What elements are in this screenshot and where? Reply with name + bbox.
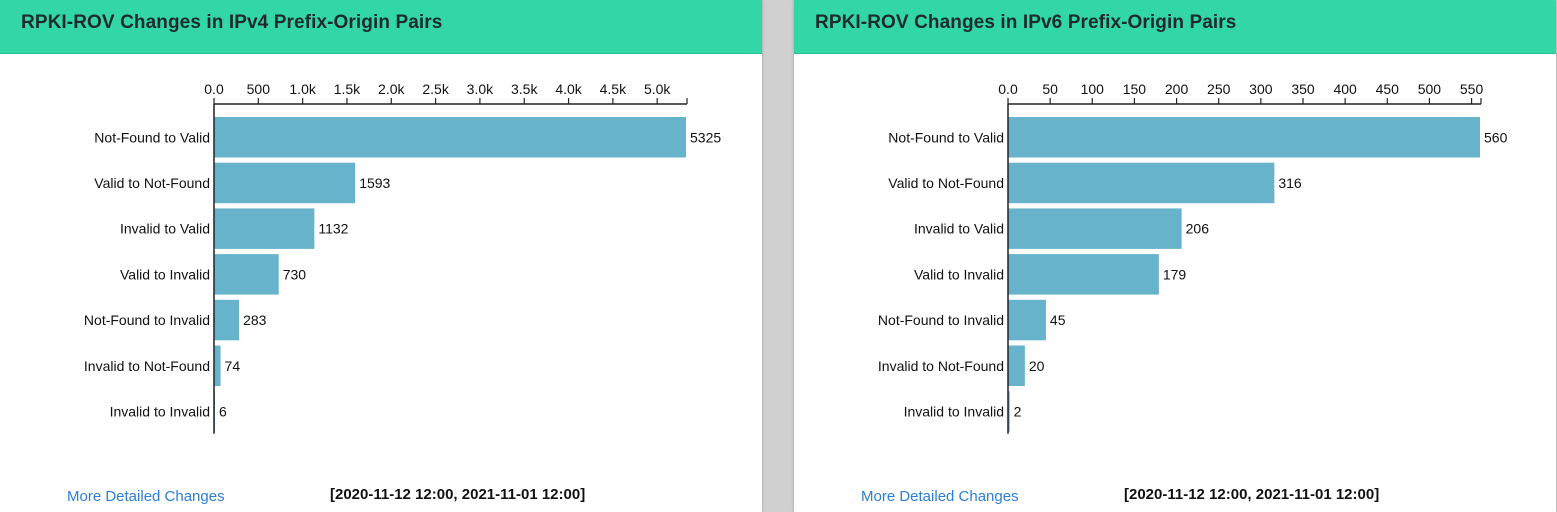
ipv6-x-tick-label: 200 [1165,81,1189,97]
ipv6-data-label: 179 [1163,266,1187,282]
ipv4-category-label: Invalid to Not-Found [84,358,210,374]
ipv4-x-tick-label: 5.0k [644,81,671,97]
ipv6-bar[interactable] [1008,117,1480,158]
ipv4-x-tick-label: 2.0k [378,81,405,97]
ipv6-category-label: Valid to Invalid [914,266,1004,282]
ipv4-time-range: [2020-11-12 12:00, 2021-11-01 12:00] [330,486,586,503]
ipv6-x-tick-label: 500 [1418,81,1442,97]
ipv6-chart-panel: RPKI-ROV Changes in IPv6 Prefix-Origin P… [794,0,1556,512]
ipv6-category-label: Not-Found to Valid [888,129,1004,145]
ipv4-data-label: 74 [225,358,241,374]
ipv4-x-tick-label: 500 [247,81,271,97]
ipv6-data-label: 45 [1050,312,1066,328]
ipv4-data-label: 6 [219,403,227,419]
ipv6-x-tick-label: 50 [1042,81,1058,97]
ipv4-x-tick-label: 4.0k [555,81,582,97]
ipv6-category-label: Not-Found to Invalid [878,312,1004,328]
ipv4-data-label: 283 [243,312,267,328]
ipv4-x-tick-label: 1.0k [289,81,316,97]
ipv6-more-detailed-changes-link[interactable]: More Detailed Changes [861,488,1019,505]
ipv6-bar[interactable] [1008,345,1025,387]
ipv6-x-tick-label: 0.0 [998,81,1018,97]
ipv4-category-label: Not-Found to Invalid [84,312,210,328]
ipv6-category-label: Invalid to Valid [914,221,1004,237]
ipv4-category-label: Valid to Invalid [120,266,210,282]
ipv6-data-label: 206 [1186,221,1210,237]
ipv6-time-range: [2020-11-12 12:00, 2021-11-01 12:00] [1124,486,1380,503]
ipv4-data-label: 730 [283,266,307,282]
ipv4-panel-header: RPKI-ROV Changes in IPv4 Prefix-Origin P… [0,0,762,54]
ipv6-bar[interactable] [1008,208,1182,249]
ipv4-panel-title: RPKI-ROV Changes in IPv4 Prefix-Origin P… [21,12,443,33]
ipv4-category-label: Invalid to Invalid [110,403,210,419]
ipv4-bar[interactable] [214,254,279,295]
ipv6-bar[interactable] [1008,162,1275,204]
ipv4-category-label: Invalid to Valid [120,221,210,237]
ipv4-category-label: Not-Found to Valid [94,129,210,145]
ipv6-data-label: 20 [1029,358,1045,374]
ipv4-bar[interactable] [214,162,356,204]
ipv6-category-label: Invalid to Not-Found [878,358,1004,374]
ipv6-bar[interactable] [1008,299,1046,341]
ipv4-data-label: 1132 [318,221,348,237]
ipv6-category-label: Invalid to Invalid [904,403,1004,419]
ipv4-bar[interactable] [214,345,221,387]
ipv6-x-tick-label: 100 [1081,81,1105,97]
ipv6-panel-title: RPKI-ROV Changes in IPv6 Prefix-Origin P… [815,12,1237,33]
ipv4-bar-chart: 0.0 500 1.0k 1.5k 2.0k 2.5k 3.0k 3.5k 4.0k 4.5k 5.… [84,81,721,434]
ipv6-x-tick-label: 250 [1207,81,1231,97]
ipv4-bar[interactable] [214,117,686,158]
ipv6-data-label: 560 [1484,129,1508,145]
ipv6-x-tick-label: 550 [1460,81,1484,97]
ipv4-x-tick-label: 1.5k [334,81,361,97]
ipv6-x-tick-label: 150 [1123,81,1147,97]
ipv6-data-label: 316 [1278,175,1302,191]
ipv4-chart-panel: RPKI-ROV Changes in IPv4 Prefix-Origin P… [0,0,762,512]
ipv6-panel-header: RPKI-ROV Changes in IPv6 Prefix-Origin P… [794,0,1556,54]
ipv6-x-tick-label: 400 [1333,81,1357,97]
ipv4-x-tick-label: 2.5k [422,81,449,97]
ipv6-x-tick-label: 350 [1291,81,1315,97]
ipv6-bar[interactable] [1008,254,1159,295]
ipv6-category-label: Valid to Not-Found [888,175,1004,191]
ipv4-data-label: 5325 [690,129,721,145]
ipv4-x-tick-label: 3.0k [467,81,494,97]
ipv6-bar-chart: 0.0 50 100 150 200 250 300 350 400 450 500 550 Not-F… [878,81,1508,434]
ipv6-bar[interactable] [1008,391,1010,432]
ipv6-x-tick-label: 300 [1249,81,1273,97]
ipv4-more-detailed-changes-link[interactable]: More Detailed Changes [67,488,225,505]
ipv4-x-tick-label: 0.0 [204,81,224,97]
ipv4-x-tick-label: 3.5k [511,81,538,97]
ipv4-x-tick-label: 4.5k [600,81,627,97]
ipv4-category-label: Valid to Not-Found [94,175,210,191]
ipv4-bar[interactable] [214,208,315,249]
ipv6-data-label: 2 [1014,403,1022,419]
ipv4-data-label: 1593 [359,175,390,191]
ipv6-x-tick-label: 450 [1376,81,1400,97]
ipv4-bar[interactable] [214,299,240,341]
